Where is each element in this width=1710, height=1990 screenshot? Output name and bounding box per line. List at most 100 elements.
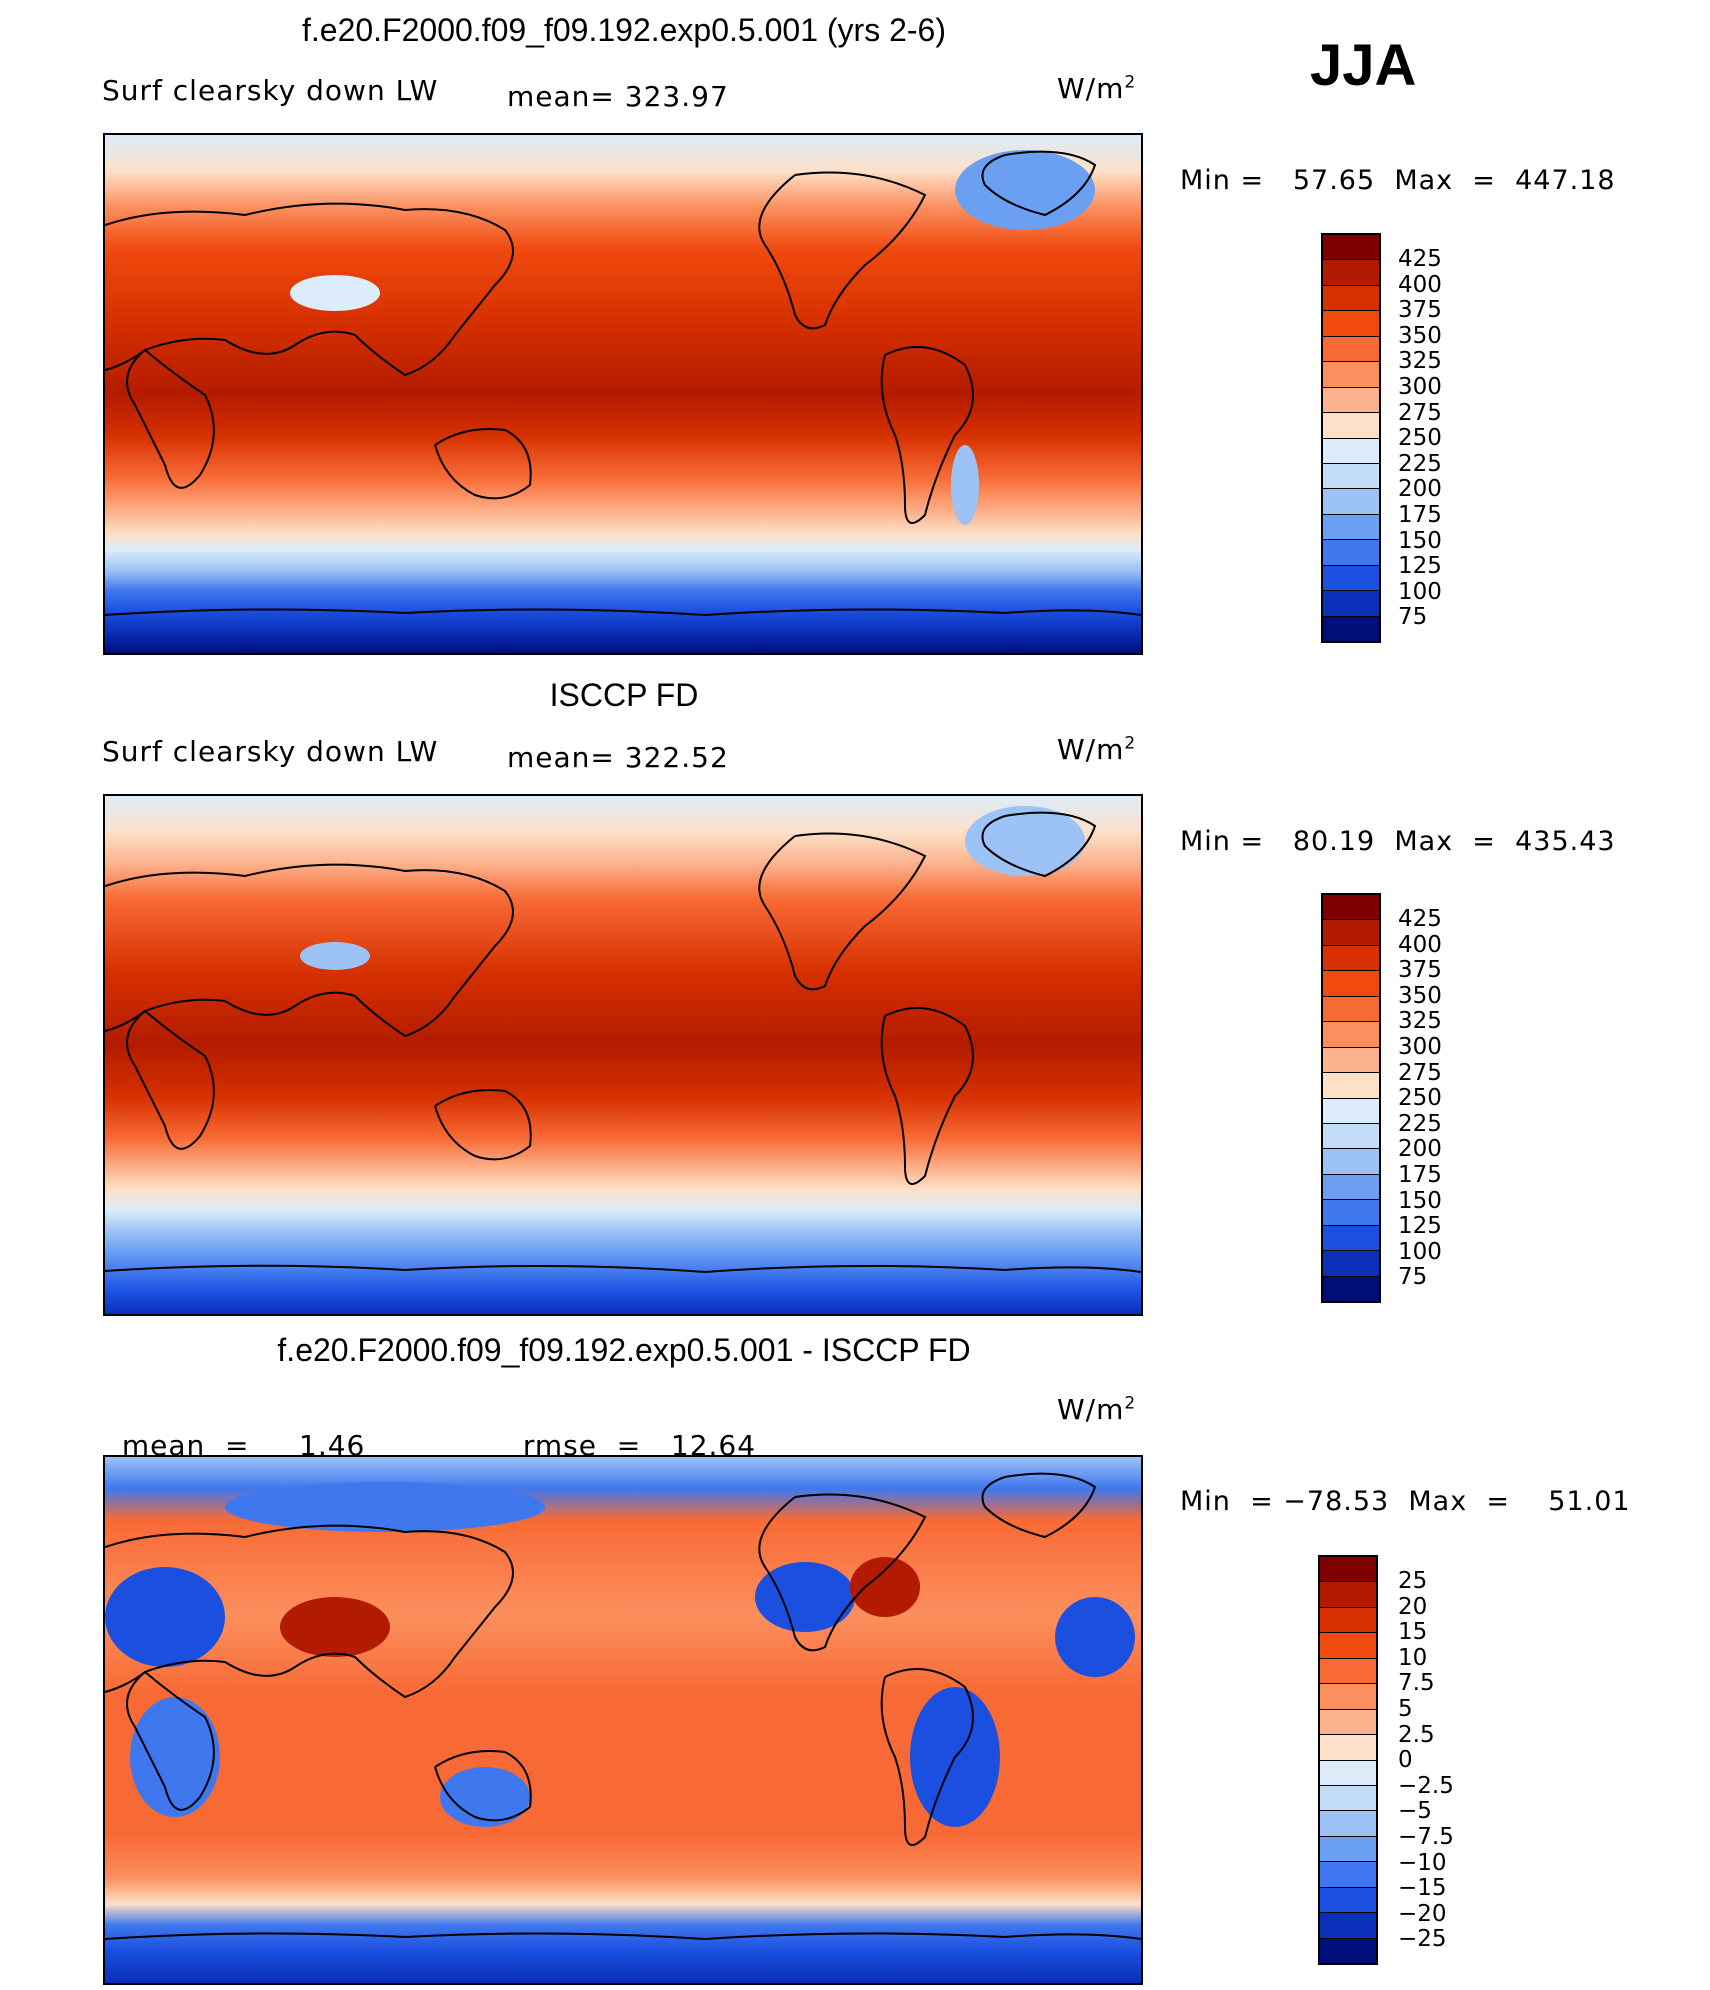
panel-3-title: f.e20.F2000.f09_f09.192.exp0.5.001 - ISC…: [277, 1332, 971, 1368]
colorbar-swatch: [1323, 565, 1379, 592]
colorbar-label: −15: [1398, 1875, 1447, 1902]
colorbar-swatch: [1320, 1862, 1376, 1888]
colorbar-label: 10: [1398, 1644, 1428, 1671]
panel-3-africa-anomaly: [130, 1697, 220, 1817]
panel-3-mean: mean = 1.46: [102, 1396, 365, 1462]
colorbar-swatch: [1323, 1149, 1379, 1175]
colorbar-swatch: [1323, 540, 1379, 566]
panel-2-map: [103, 794, 1143, 1316]
colorbar-label: 375: [1398, 957, 1442, 984]
colorbar-swatch: [1320, 1633, 1376, 1659]
colorbar-label: 5: [1398, 1695, 1413, 1722]
colorbar-swatch: [1323, 235, 1379, 261]
colorbar-swatch: [1323, 311, 1379, 337]
panel-1-field: [105, 135, 1141, 653]
panel-3-map-svg: [105, 1457, 1141, 1983]
colorbar-swatch: [1323, 1098, 1379, 1124]
colorbar-label: 200: [1398, 476, 1442, 503]
panel-1-variable-label: Surf clearsky down LW: [102, 74, 439, 107]
colorbar-label: 150: [1398, 527, 1442, 554]
panel-3-natlantic-anomaly: [1055, 1597, 1135, 1677]
panel-2-mean-value: 322.52: [624, 741, 729, 774]
panel-1-mean: mean= 323.97: [507, 80, 729, 113]
panel-2-unit-base: W/m: [1057, 733, 1125, 766]
colorbar-label: 100: [1398, 1238, 1442, 1265]
colorbar-label: 275: [1398, 1059, 1442, 1086]
colorbar-swatch: [1320, 1913, 1376, 1939]
colorbar-label: 325: [1398, 348, 1442, 375]
colorbar-swatch: [1323, 514, 1379, 541]
colorbar-label: 25: [1398, 1568, 1428, 1594]
panel-3-australia-anomaly: [440, 1767, 530, 1827]
panel-1-tibet-low: [290, 275, 380, 311]
panel-2-mean: mean= 322.52: [507, 741, 729, 774]
colorbar-label: 2.5: [1398, 1721, 1435, 1748]
colorbar-swatch: [1323, 1251, 1379, 1277]
colorbar-label: −2.5: [1398, 1772, 1454, 1799]
colorbar-swatch: [1320, 1582, 1376, 1608]
colorbar-swatch: [1323, 591, 1379, 617]
panel-2-tibet-low: [300, 942, 370, 970]
colorbar-swatch: [1320, 1735, 1376, 1761]
colorbar-swatch: [1323, 1123, 1379, 1150]
panel-1-mean-value: 323.97: [624, 80, 729, 113]
panel-2-unit: W/m2: [1057, 733, 1136, 766]
panel-3-unit-base: W/m: [1057, 1393, 1125, 1426]
colorbar-label: 275: [1398, 399, 1442, 426]
season-label: JJA: [1310, 33, 1417, 98]
colorbar-swatch: [1320, 1709, 1376, 1736]
colorbar-label: 425: [1398, 246, 1442, 272]
panel-3-namerica-anomaly: [850, 1557, 920, 1617]
colorbar-label: 0: [1398, 1747, 1413, 1774]
colorbar-swatch: [1320, 1607, 1376, 1634]
panel-2-greenland-low: [965, 806, 1085, 876]
colorbar-swatch: [1323, 1022, 1379, 1048]
colorbar-swatch: [1323, 463, 1379, 490]
colorbar-label: 75: [1398, 604, 1428, 631]
colorbar-swatch: [1320, 1760, 1376, 1786]
colorbar-label: 225: [1398, 450, 1442, 477]
colorbar-label: −10: [1398, 1849, 1447, 1876]
panel-1-colorbar-labels: 425 400 375 350 325 300 275 250 225 200 175 150 125 1…: [1398, 248, 1442, 632]
panel-3-arctic-anomaly: [225, 1482, 545, 1532]
colorbar-label: 375: [1398, 297, 1442, 324]
colorbar-label: −7.5: [1398, 1823, 1454, 1850]
colorbar-swatch: [1323, 413, 1379, 439]
panel-3-rmse: rmse = 12.64: [503, 1396, 756, 1462]
panel-1-coastlines: [105, 150, 1141, 617]
colorbar-label: 175: [1398, 1161, 1442, 1188]
colorbar-swatch: [1320, 1836, 1376, 1863]
panel-2-minmax: Min = 80.19 Max = 435.43: [1180, 826, 1616, 857]
panel-2-colorbar: [1321, 893, 1381, 1303]
colorbar-label: 250: [1398, 1085, 1442, 1112]
panel-2-unit-sup: 2: [1124, 733, 1137, 754]
colorbar-swatch: [1320, 1658, 1376, 1685]
colorbar-label: 200: [1398, 1136, 1442, 1163]
colorbar-swatch: [1323, 996, 1379, 1023]
colorbar-label: 350: [1398, 322, 1442, 349]
panel-1-greenland-low: [955, 150, 1095, 230]
panel-1-unit-base: W/m: [1057, 72, 1125, 105]
colorbar-swatch: [1323, 1047, 1379, 1074]
colorbar-swatch: [1323, 438, 1379, 464]
colorbar-swatch: [1323, 1200, 1379, 1226]
colorbar-label: 350: [1398, 982, 1442, 1009]
colorbar-label: 400: [1398, 271, 1442, 298]
colorbar-label: 20: [1398, 1593, 1428, 1620]
panel-2-title: ISCCP FD: [549, 677, 699, 713]
colorbar-label: 125: [1398, 553, 1442, 580]
panel-1-minmax: Min = 57.65 Max = 447.18: [1180, 165, 1616, 196]
colorbar-swatch: [1323, 336, 1379, 363]
colorbar-label: −25: [1398, 1926, 1447, 1953]
colorbar-swatch: [1323, 1276, 1379, 1301]
colorbar-label: 150: [1398, 1187, 1442, 1214]
colorbar-swatch: [1323, 1073, 1379, 1099]
panel-3-map: [103, 1455, 1143, 1985]
colorbar-swatch: [1323, 260, 1379, 286]
colorbar-swatch: [1323, 945, 1379, 972]
colorbar-swatch: [1323, 362, 1379, 388]
colorbar-label: 400: [1398, 931, 1442, 958]
colorbar-label: 300: [1398, 373, 1442, 400]
colorbar-label: 425: [1398, 906, 1442, 932]
panel-2-mean-label: mean=: [507, 741, 615, 774]
